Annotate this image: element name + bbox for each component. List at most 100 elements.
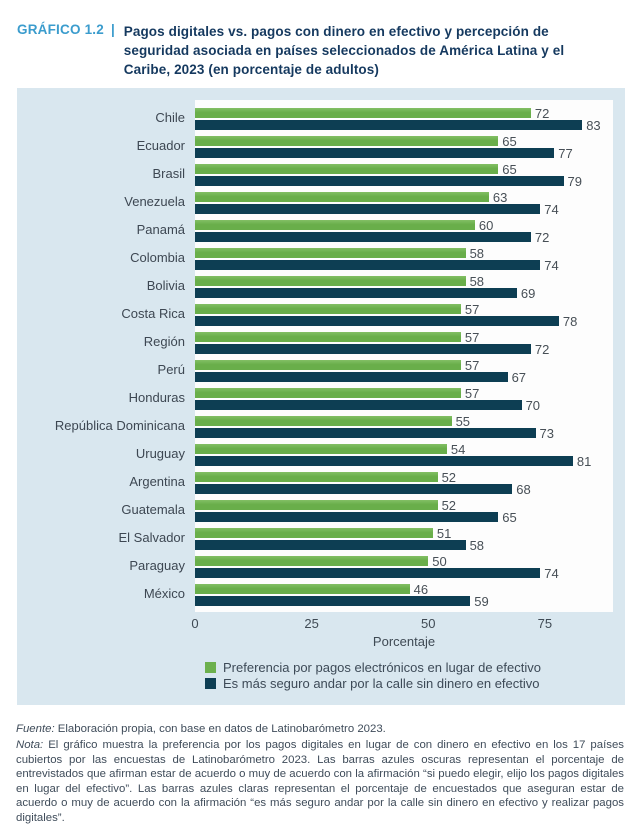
bar-row: 52 68 bbox=[195, 468, 613, 496]
bar-line-safety: 74 bbox=[195, 565, 613, 581]
x-axis: 0 25 50 75 bbox=[191, 612, 613, 632]
bar-row: 52 65 bbox=[195, 496, 613, 524]
bar-line-digital: 51 bbox=[195, 527, 613, 540]
bar-digital-payments bbox=[195, 108, 531, 119]
bar-safety-perception bbox=[195, 288, 517, 299]
figure-separator: | bbox=[110, 22, 115, 37]
bar-value-label: 58 bbox=[469, 245, 485, 261]
country-label: Costa Rica bbox=[121, 306, 185, 322]
figure-footer: Fuente: Elaboración propia, con base en … bbox=[16, 722, 624, 825]
bar-value-label: 65 bbox=[502, 133, 517, 149]
bar-value-label: 54 bbox=[450, 441, 466, 457]
bar-line-safety: 74 bbox=[195, 259, 613, 272]
bar-value-label: 46 bbox=[413, 581, 429, 597]
bar-row: 60 72 bbox=[195, 216, 613, 244]
bar-digital-payments bbox=[195, 332, 461, 343]
bar-digital-payments bbox=[195, 416, 452, 427]
country-label: México bbox=[143, 586, 185, 602]
bar-row: 57 67 bbox=[195, 356, 613, 384]
explanatory-note: Nota: El gráfico muestra la preferencia … bbox=[16, 738, 624, 826]
country-label: Región bbox=[143, 334, 185, 350]
bar-line-digital: 57 bbox=[195, 303, 613, 316]
bar-value-label: 67 bbox=[511, 369, 527, 385]
bar-line-digital: 65 bbox=[195, 133, 613, 149]
bar-safety-perception bbox=[195, 344, 531, 355]
bar-safety-perception bbox=[195, 596, 471, 607]
bar-value-label: 72 bbox=[534, 229, 550, 245]
bar-line-digital: 60 bbox=[195, 217, 613, 233]
country-label: Uruguay bbox=[135, 446, 185, 462]
plot-area: 72 83 65 77 65 79 63 74 60 72 58 74 58 69 57 78 57 72 57 67… bbox=[195, 100, 613, 613]
bar-digital-payments bbox=[195, 528, 433, 539]
bar-value-label: 81 bbox=[576, 453, 592, 469]
bar-digital-payments bbox=[195, 360, 461, 371]
note-text: El gráfico muestra la preferencia por lo… bbox=[16, 739, 624, 825]
bar-value-label: 50 bbox=[432, 553, 447, 569]
bar-safety-perception bbox=[195, 316, 559, 327]
bar-digital-payments bbox=[195, 500, 438, 511]
bar-value-label: 72 bbox=[534, 341, 550, 357]
bar-digital-payments bbox=[195, 276, 466, 287]
bar-row: 46 59 bbox=[195, 580, 613, 608]
bar-value-label: 57 bbox=[464, 357, 480, 373]
bar-safety-perception bbox=[195, 428, 536, 439]
bar-line-safety: 59 bbox=[195, 595, 613, 608]
bar-value-label: 58 bbox=[469, 537, 485, 553]
country-labels-column: Chile Ecuador Brasil Venezuela Panamá Colombi… bbox=[17, 100, 195, 612]
bar-value-label: 74 bbox=[544, 565, 559, 581]
bar-row: 51 58 bbox=[195, 524, 613, 552]
country-label: Guatemala bbox=[121, 502, 185, 518]
bar-digital-payments bbox=[195, 304, 461, 315]
bar-line-digital: 58 bbox=[195, 273, 613, 289]
country-label: República Dominicana bbox=[54, 418, 185, 434]
figure-header: GRÁFICO 1.2 | Pagos digitales vs. pagos … bbox=[0, 0, 640, 79]
bar-line-digital: 57 bbox=[195, 385, 613, 401]
x-axis-tick: 75 bbox=[537, 616, 553, 632]
bar-value-label: 58 bbox=[469, 273, 485, 289]
bar-safety-perception bbox=[195, 540, 466, 551]
bar-row: 54 81 bbox=[195, 440, 613, 468]
bar-row: 65 79 bbox=[195, 160, 613, 188]
country-label: Brasil bbox=[152, 166, 185, 182]
country-label: Perú bbox=[157, 362, 185, 378]
bar-line-safety: 74 bbox=[195, 203, 613, 216]
bar-value-label: 60 bbox=[478, 217, 494, 233]
chart-legend: Preferencia por pagos electrónicos en lu… bbox=[205, 659, 613, 691]
bar-value-label: 55 bbox=[455, 413, 471, 429]
bar-line-digital: 50 bbox=[195, 553, 613, 569]
bar-line-safety: 72 bbox=[195, 229, 613, 245]
bar-safety-perception bbox=[195, 400, 522, 411]
bar-value-label: 72 bbox=[534, 105, 550, 121]
bar-safety-perception bbox=[195, 120, 583, 131]
bar-safety-perception bbox=[195, 512, 499, 523]
bar-value-label: 57 bbox=[464, 329, 480, 345]
bar-value-label: 73 bbox=[539, 425, 555, 441]
legend-item-safety: Es más seguro andar por la calle sin din… bbox=[205, 675, 613, 691]
bar-row: 57 70 bbox=[195, 384, 613, 412]
bar-digital-payments bbox=[195, 220, 475, 231]
bar-line-safety: 69 bbox=[195, 287, 613, 300]
bar-safety-perception bbox=[195, 232, 531, 243]
bar-value-label: 77 bbox=[558, 145, 573, 161]
bar-line-digital: 57 bbox=[195, 357, 613, 373]
bar-digital-payments bbox=[195, 192, 489, 203]
bar-line-safety: 67 bbox=[195, 369, 613, 385]
country-label: Chile bbox=[155, 110, 185, 126]
bar-value-label: 83 bbox=[586, 117, 601, 133]
bar-safety-perception bbox=[195, 260, 541, 271]
x-axis-tick: 25 bbox=[304, 616, 319, 632]
figure-title: Pagos digitales vs. pagos con dinero en … bbox=[123, 24, 565, 78]
bar-row: 65 77 bbox=[195, 132, 613, 160]
bar-safety-perception bbox=[195, 204, 541, 215]
country-label: Honduras bbox=[128, 390, 185, 406]
bar-line-safety: 81 bbox=[195, 453, 613, 469]
bar-value-label: 57 bbox=[464, 385, 480, 401]
bar-value-label: 65 bbox=[502, 161, 517, 177]
bar-row: 50 74 bbox=[195, 552, 613, 580]
bar-digital-payments bbox=[195, 556, 429, 567]
bar-safety-perception bbox=[195, 456, 573, 467]
bar-row: 72 83 bbox=[195, 104, 613, 132]
bar-line-safety: 68 bbox=[195, 483, 613, 496]
note-label: Nota: bbox=[16, 739, 44, 752]
bar-digital-payments bbox=[195, 472, 438, 483]
